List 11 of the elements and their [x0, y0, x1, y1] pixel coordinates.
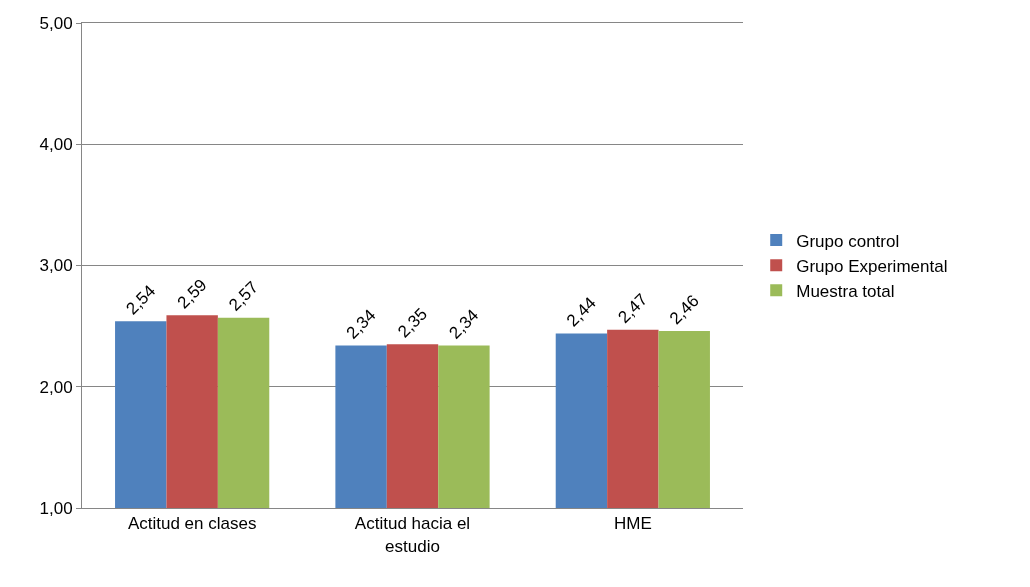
y-tick-label: 3,00 — [39, 256, 73, 276]
y-tick-label: 1,00 — [39, 498, 73, 518]
x-tick-label: Actitud en clases — [127, 514, 257, 534]
legend-label: Grupo control — [796, 231, 900, 251]
y-tick-label: 5,00 — [39, 13, 73, 33]
x-tick-label: Actitud hacia el estudio — [354, 514, 471, 556]
y-tick-label: 2,00 — [39, 377, 73, 397]
x-tick-label: HME — [613, 514, 652, 534]
legend-label: Grupo Experimental — [796, 256, 948, 276]
legend-label: Muestra total — [796, 281, 895, 301]
y-tick-label: 4,00 — [39, 135, 73, 155]
